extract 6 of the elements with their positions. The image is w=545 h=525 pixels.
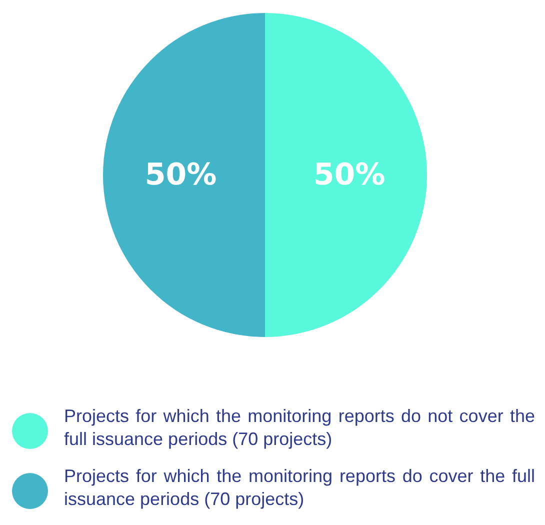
pie-slice	[103, 13, 265, 337]
pie-slice	[265, 13, 427, 337]
legend-label: Projects for which the monitoring reports do cover the full issuance periods (70 projects)	[64, 465, 535, 511]
data-label: 50%	[144, 158, 217, 192]
legend-label: Projects for which the monitoring reports do not cover the full issuance periods (70 projects)	[64, 405, 535, 451]
data-label: 50%	[313, 158, 386, 192]
